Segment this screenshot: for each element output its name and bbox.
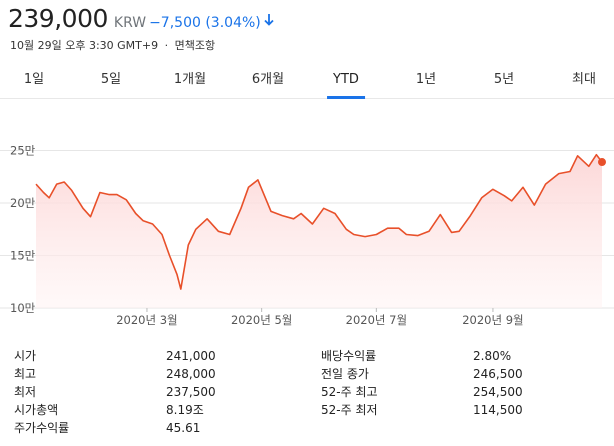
stat-label: 52-주 최고 — [321, 385, 378, 399]
stat-label: 주가수익률 — [14, 421, 70, 435]
x-tick-label: 2020년 3월 — [116, 313, 177, 327]
stat-value: 248,000 — [166, 367, 216, 381]
current-price: 239,000 — [8, 4, 108, 33]
separator-dot: · — [164, 39, 169, 52]
price-line — [35, 153, 603, 290]
stat-value: 8.19조 — [166, 403, 204, 417]
tab-max[interactable]: 최대 — [572, 72, 596, 87]
x-tick-label: 2020년 7월 — [346, 313, 407, 327]
current-price-marker — [598, 158, 606, 167]
price-chart[interactable]: 10만 15만 20만 25만 2020년 3월 2020년 5월 2020년 7월 2020… — [0, 130, 614, 330]
stat-label: 최저 — [14, 385, 37, 399]
y-tick-label: 25만 — [10, 144, 36, 158]
price-change: −7,500 (3.04%) — [149, 15, 261, 31]
x-tick-label: 2020년 5월 — [231, 313, 292, 327]
disclaimer-link[interactable]: 면책조항 — [174, 39, 216, 52]
stat-label: 시가총액 — [14, 403, 59, 417]
x-tick-label: 2020년 9월 — [462, 313, 523, 327]
quote-subline: 10월 29일 오후 3:30 GMT+9 · 면책조항 — [10, 37, 215, 53]
tab-5y[interactable]: 5년 — [493, 72, 515, 87]
stat-value: 114,500 — [473, 403, 523, 417]
stat-value: 237,500 — [166, 385, 216, 399]
stat-label: 전일 종가 — [321, 367, 369, 381]
stat-value: 2.80% — [473, 349, 512, 363]
range-tabs: 1일 5일 1개월 6개월 YTD 1년 5년 최대 — [0, 62, 614, 99]
price-area-fill — [36, 154, 602, 308]
stat-value: 246,500 — [473, 367, 523, 381]
stat-value: 45.61 — [166, 421, 201, 435]
quote-timestamp: 10월 29일 오후 3:30 GMT+9 — [10, 39, 159, 52]
stat-value: 241,000 — [166, 349, 216, 363]
stat-value: 254,500 — [473, 385, 523, 399]
tab-1m[interactable]: 1개월 — [173, 72, 207, 87]
stat-label: 52-주 최저 — [321, 403, 378, 417]
stat-label: 최고 — [14, 367, 37, 381]
arrow-down-icon — [264, 14, 274, 26]
stat-label: 시가 — [14, 349, 37, 363]
tab-1d[interactable]: 1일 — [23, 72, 45, 87]
tab-ytd[interactable]: YTD — [327, 62, 365, 99]
tab-1y[interactable]: 1년 — [415, 72, 437, 87]
currency-code: KRW — [113, 15, 147, 31]
tab-6m[interactable]: 6개월 — [251, 72, 285, 87]
y-tick-label: 10만 — [10, 301, 36, 315]
y-tick-label: 15만 — [10, 249, 36, 263]
stat-label: 배당수익률 — [321, 349, 377, 363]
y-tick-label: 20만 — [10, 196, 36, 210]
quote-header: 239,000 KRW −7,500 (3.04%) — [8, 4, 275, 33]
tab-5d[interactable]: 5일 — [100, 72, 122, 87]
